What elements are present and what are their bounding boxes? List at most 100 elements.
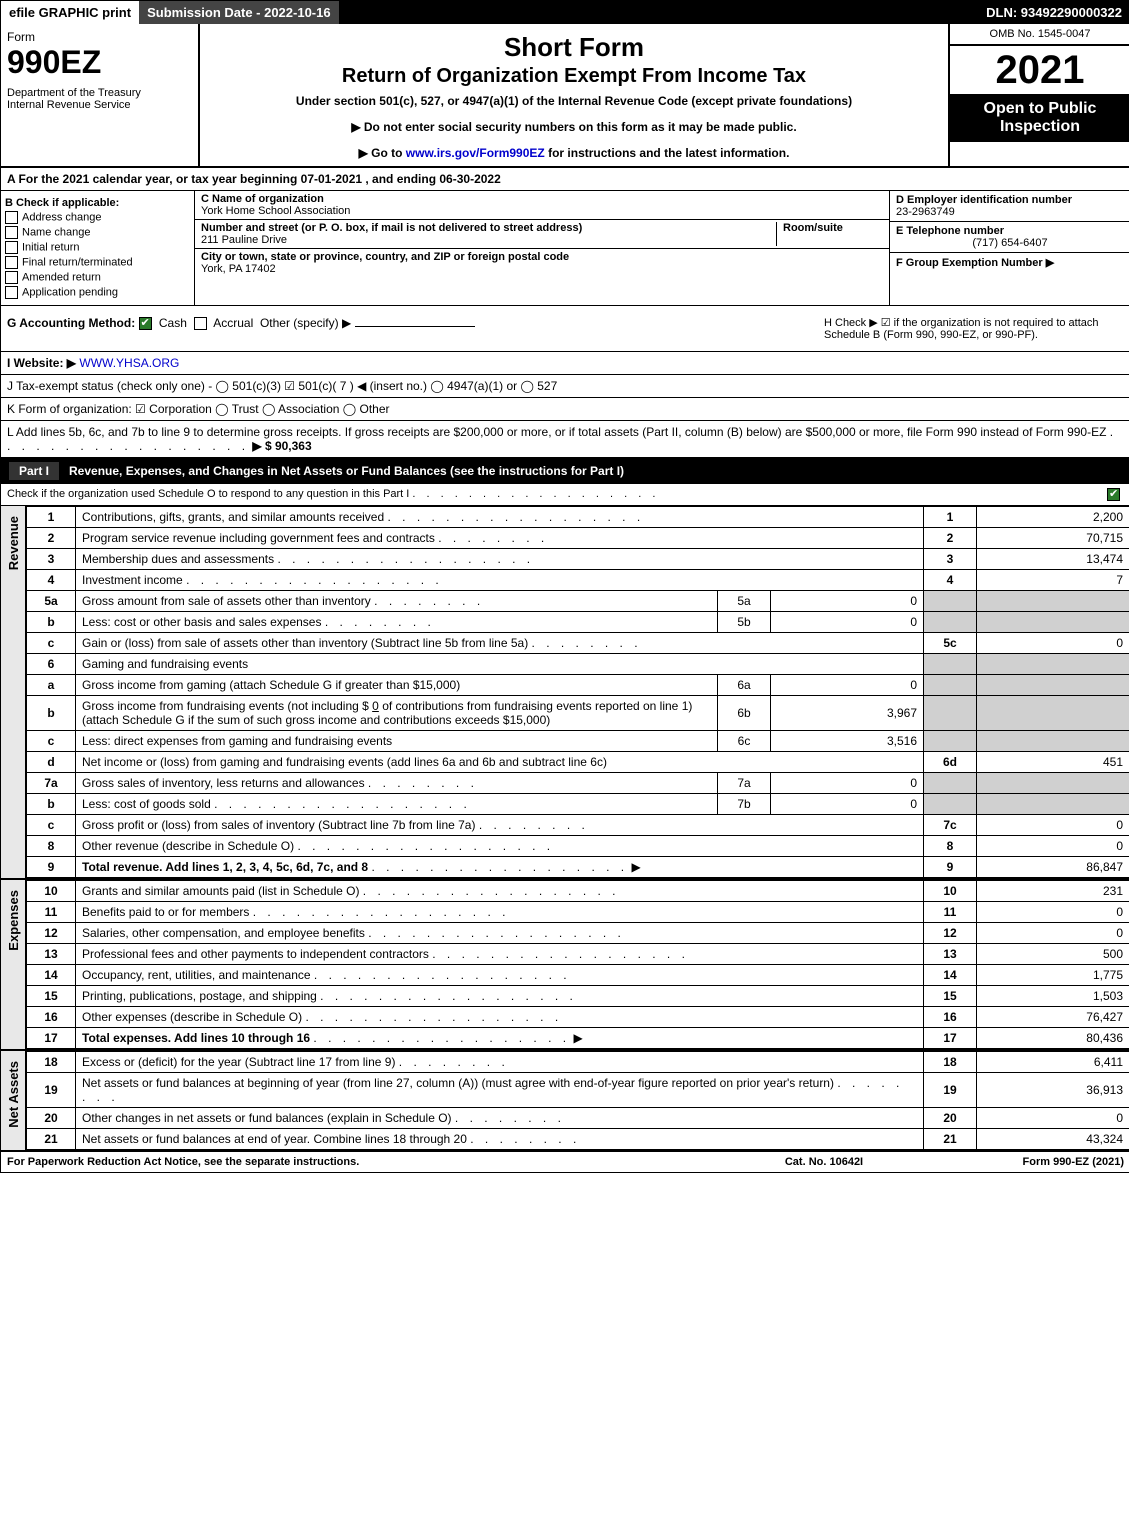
netassets-side-label: Net Assets xyxy=(1,1051,26,1150)
i-label: I Website: ▶ xyxy=(7,356,76,370)
line-10: 10Grants and similar amounts paid (list … xyxy=(27,881,1129,902)
row-i: I Website: ▶ WWW.YHSA.ORG xyxy=(1,352,1129,375)
netassets-table: 18Excess or (deficit) for the year (Subt… xyxy=(26,1051,1129,1150)
e-phone-label: E Telephone number xyxy=(896,225,1004,237)
header-center: Short Form Return of Organization Exempt… xyxy=(200,24,948,166)
chk-final-return[interactable]: Final return/terminated xyxy=(5,256,190,269)
netassets-section: Net Assets 18Excess or (deficit) for the… xyxy=(1,1051,1129,1152)
efile-label: efile GRAPHIC print xyxy=(1,1,139,24)
line-4: 4Investment income . . . . . . . . . . .… xyxy=(27,570,1129,591)
phone-value: (717) 654-6407 xyxy=(896,237,1124,249)
header-left: Form 990EZ Department of the Treasury In… xyxy=(1,24,200,166)
line-6b: bGross income from fundraising events (n… xyxy=(27,696,1129,731)
line-3: 3Membership dues and assessments . . . .… xyxy=(27,549,1129,570)
f-group-label: F Group Exemption Number ▶ xyxy=(896,257,1054,269)
website-link[interactable]: WWW.YHSA.ORG xyxy=(79,356,179,370)
org-street: 211 Pauline Drive xyxy=(201,234,287,246)
line-15: 15Printing, publications, postage, and s… xyxy=(27,986,1129,1007)
chk-schedule-o[interactable] xyxy=(1107,488,1120,501)
line-9: 9Total revenue. Add lines 1, 2, 3, 4, 5c… xyxy=(27,857,1129,878)
line-12: 12Salaries, other compensation, and empl… xyxy=(27,923,1129,944)
chk-amended-return[interactable]: Amended return xyxy=(5,271,190,284)
irs-link[interactable]: www.irs.gov/Form990EZ xyxy=(406,146,545,160)
line-6c: cLess: direct expenses from gaming and f… xyxy=(27,731,1129,752)
line-7b: bLess: cost of goods sold . . . . . . . … xyxy=(27,794,1129,815)
expenses-side-label: Expenses xyxy=(1,880,26,1049)
g-other: Other (specify) ▶ xyxy=(260,316,351,330)
revenue-section: Revenue 1Contributions, gifts, grants, a… xyxy=(1,506,1129,880)
chk-accrual[interactable] xyxy=(194,317,207,330)
chk-application-pending[interactable]: Application pending xyxy=(5,286,190,299)
c-room-label: Room/suite xyxy=(783,222,843,234)
arrow-icon: ▶ xyxy=(632,860,641,874)
line-6a: aGross income from gaming (attach Schedu… xyxy=(27,675,1129,696)
omb-number: OMB No. 1545-0047 xyxy=(950,24,1129,46)
line-7c: cGross profit or (loss) from sales of in… xyxy=(27,815,1129,836)
c-city-label: City or town, state or province, country… xyxy=(201,251,569,263)
line-17: 17Total expenses. Add lines 10 through 1… xyxy=(27,1028,1129,1049)
d-ein-label: D Employer identification number xyxy=(896,194,1072,206)
line-21: 21Net assets or fund balances at end of … xyxy=(27,1129,1129,1150)
line-6d: dNet income or (loss) from gaming and fu… xyxy=(27,752,1129,773)
line-5a: 5aGross amount from sale of assets other… xyxy=(27,591,1129,612)
line-14: 14Occupancy, rent, utilities, and mainte… xyxy=(27,965,1129,986)
department-label: Department of the Treasury Internal Reve… xyxy=(7,87,192,111)
form-number: 990EZ xyxy=(7,44,192,81)
arrow-icon: ▶ xyxy=(573,1031,582,1045)
topbar-spacer xyxy=(339,1,979,24)
subtitle: Under section 501(c), 527, or 4947(a)(1)… xyxy=(210,94,938,108)
footer-cat: Cat. No. 10642I xyxy=(724,1156,924,1168)
line-7a: 7aGross sales of inventory, less returns… xyxy=(27,773,1129,794)
part1-title: Revenue, Expenses, and Changes in Net As… xyxy=(69,464,1122,478)
row-k-form-org: K Form of organization: ☑ Corporation ◯ … xyxy=(1,398,1129,421)
line-18: 18Excess or (deficit) for the year (Subt… xyxy=(27,1052,1129,1073)
line-16: 16Other expenses (describe in Schedule O… xyxy=(27,1007,1129,1028)
row-l-amount: ▶ $ 90,363 xyxy=(252,439,311,453)
row-j-tax-exempt: J Tax-exempt status (check only one) - ◯… xyxy=(1,375,1129,398)
box-def: D Employer identification number 23-2963… xyxy=(889,191,1129,305)
g-label: G Accounting Method: xyxy=(7,316,135,330)
info-grid: B Check if applicable: Address change Na… xyxy=(1,191,1129,306)
org-city: York, PA 17402 xyxy=(201,263,276,275)
title-return: Return of Organization Exempt From Incom… xyxy=(210,65,938,88)
chk-name-change[interactable]: Name change xyxy=(5,226,190,239)
part1-tag: Part I xyxy=(9,462,59,480)
chk-address-change[interactable]: Address change xyxy=(5,211,190,224)
schedule-o-text: Check if the organization used Schedule … xyxy=(7,488,409,500)
line-19: 19Net assets or fund balances at beginni… xyxy=(27,1073,1129,1108)
box-b: B Check if applicable: Address change Na… xyxy=(1,191,195,305)
line-8: 8Other revenue (describe in Schedule O) … xyxy=(27,836,1129,857)
revenue-side-label: Revenue xyxy=(1,506,26,878)
form-990ez-page: efile GRAPHIC print Submission Date - 20… xyxy=(0,0,1129,1173)
expenses-table: 10Grants and similar amounts paid (list … xyxy=(26,880,1129,1049)
dln-label: DLN: 93492290000322 xyxy=(978,1,1129,24)
box-b-header: B Check if applicable: xyxy=(5,197,190,209)
row-g: G Accounting Method: Cash Accrual Other … xyxy=(7,316,824,341)
footer-left: For Paperwork Reduction Act Notice, see … xyxy=(7,1156,724,1168)
line-20: 20Other changes in net assets or fund ba… xyxy=(27,1108,1129,1129)
submission-date: Submission Date - 2022-10-16 xyxy=(139,1,339,24)
header-right: OMB No. 1545-0047 2021 Open to Public In… xyxy=(948,24,1129,166)
line-6: 6Gaming and fundraising events xyxy=(27,654,1129,675)
line-13: 13Professional fees and other payments t… xyxy=(27,944,1129,965)
line-11: 11Benefits paid to or for members . . . … xyxy=(27,902,1129,923)
tax-year: 2021 xyxy=(950,46,1129,94)
line-6b-amount: 0 xyxy=(372,699,379,713)
footer-form: Form 990-EZ (2021) xyxy=(924,1156,1124,1168)
ssn-warning: ▶ Do not enter social security numbers o… xyxy=(210,120,938,134)
row-h: H Check ▶ ☑ if the organization is not r… xyxy=(824,316,1124,341)
title-short-form: Short Form xyxy=(210,32,938,63)
line-2: 2Program service revenue including gover… xyxy=(27,528,1129,549)
top-bar: efile GRAPHIC print Submission Date - 20… xyxy=(1,1,1129,24)
chk-cash[interactable] xyxy=(139,317,152,330)
row-g-h: G Accounting Method: Cash Accrual Other … xyxy=(1,306,1129,352)
row-l: L Add lines 5b, 6c, and 7b to line 9 to … xyxy=(1,421,1129,458)
part1-header: Part I Revenue, Expenses, and Changes in… xyxy=(1,458,1129,484)
line-5c: cGain or (loss) from sale of assets othe… xyxy=(27,633,1129,654)
form-header: Form 990EZ Department of the Treasury In… xyxy=(1,24,1129,168)
form-word: Form xyxy=(7,30,192,44)
open-public-badge: Open to Public Inspection xyxy=(950,94,1129,142)
chk-initial-return[interactable]: Initial return xyxy=(5,241,190,254)
expenses-section: Expenses 10Grants and similar amounts pa… xyxy=(1,880,1129,1051)
row-l-text: L Add lines 5b, 6c, and 7b to line 9 to … xyxy=(7,425,1106,439)
